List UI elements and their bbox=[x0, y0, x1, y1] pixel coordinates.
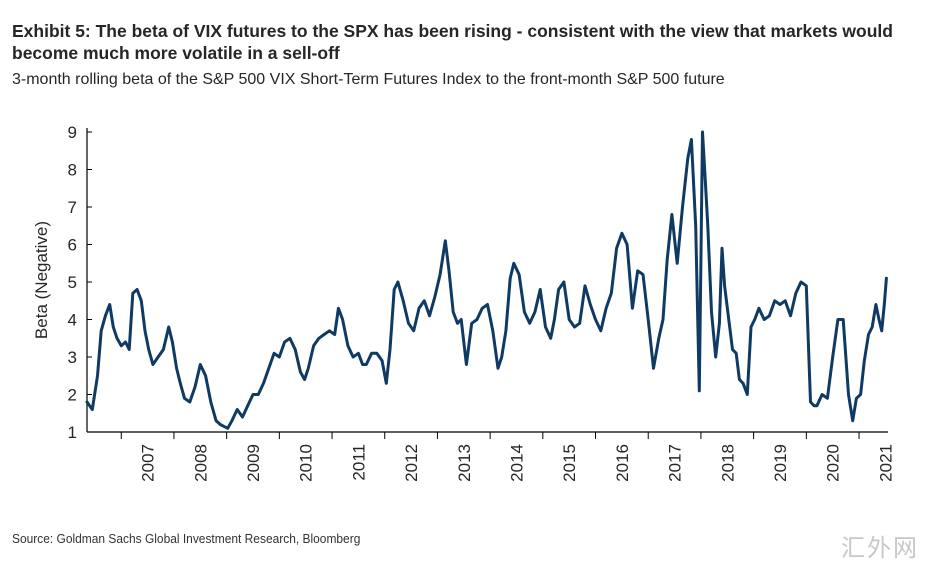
y-tick-label: 8 bbox=[68, 161, 77, 180]
series-line bbox=[85, 130, 888, 430]
x-tick-label: 2021 bbox=[876, 444, 895, 482]
x-tick-label: 2015 bbox=[560, 444, 579, 482]
x-tick-label: 2019 bbox=[771, 444, 790, 482]
axes: 1 2 3 4 5 6 7 8 9 2007 2008 2009 2010 2011 2012 2013 201… bbox=[68, 123, 896, 482]
x-tick-label: 2016 bbox=[613, 444, 632, 482]
watermark: 汇外网 bbox=[841, 534, 919, 562]
x-tick-label: 2010 bbox=[297, 444, 316, 482]
y-axis-label: Beta (Negative) bbox=[32, 221, 51, 339]
source-note: Source: Goldman Sachs Global Investment … bbox=[12, 531, 361, 546]
x-tick-label: 2013 bbox=[455, 444, 474, 482]
x-tick-label: 2007 bbox=[139, 444, 158, 482]
y-tick-label: 5 bbox=[68, 273, 77, 292]
chart-subtitle: 3-month rolling beta of the S&P 500 VIX … bbox=[12, 71, 725, 88]
y-tick-label: 7 bbox=[68, 198, 77, 217]
y-tick-label: 6 bbox=[68, 236, 77, 255]
x-tick-label: 2020 bbox=[824, 444, 843, 482]
x-tick-label: 2017 bbox=[666, 444, 685, 482]
x-tick-label: 2014 bbox=[507, 444, 526, 482]
chart-title: Exhibit 5: The beta of VIX futures to th… bbox=[12, 21, 893, 63]
line-chart: Beta (Negative) 1 2 3 4 5 6 7 8 9 2007 2008 2009 201… bbox=[32, 123, 896, 482]
x-tick-label: 2008 bbox=[191, 444, 210, 482]
y-tick-label: 4 bbox=[68, 311, 77, 330]
y-tick-label: 9 bbox=[68, 123, 77, 142]
plot-area bbox=[85, 130, 888, 430]
x-tick-label: 2009 bbox=[244, 444, 263, 482]
y-tick-label: 2 bbox=[68, 386, 77, 405]
y-tick-label: 3 bbox=[68, 348, 77, 367]
x-tick-label: 2012 bbox=[402, 444, 421, 482]
x-tick-label: 2011 bbox=[349, 444, 368, 481]
y-tick-label: 1 bbox=[68, 423, 77, 442]
x-tick-label: 2018 bbox=[718, 444, 737, 482]
